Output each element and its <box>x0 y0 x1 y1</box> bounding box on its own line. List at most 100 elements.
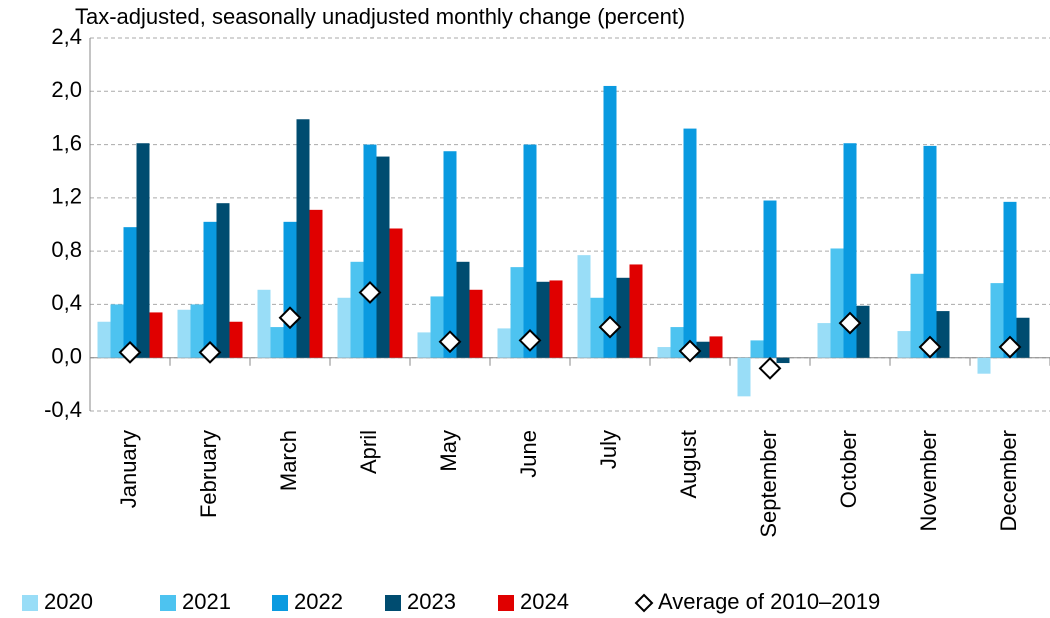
bar <box>1003 201 1017 358</box>
average-marker <box>518 328 542 352</box>
legend-label: 2020 <box>44 589 93 614</box>
bar <box>337 297 351 358</box>
legend-label: 2023 <box>407 589 456 614</box>
bar <box>430 296 444 358</box>
y-tick-label: 2,4 <box>51 24 82 49</box>
y-tick-label: 1,6 <box>51 130 82 155</box>
bar <box>229 321 243 358</box>
legend-swatch <box>498 595 514 611</box>
average-marker <box>678 339 702 363</box>
bar <box>136 143 150 358</box>
bar <box>510 267 524 358</box>
bar <box>923 145 937 358</box>
bar <box>977 357 991 374</box>
bar <box>283 221 297 358</box>
bar <box>469 289 483 358</box>
bar <box>776 357 790 364</box>
x-tick-label: December <box>996 430 1021 531</box>
bar <box>830 248 844 358</box>
x-tick-label: May <box>436 430 461 472</box>
x-tick-label: October <box>836 430 861 508</box>
bar <box>843 143 857 358</box>
average-marker <box>278 306 302 330</box>
bar <box>696 341 710 358</box>
bar <box>497 328 511 358</box>
x-tick-label: August <box>676 430 701 499</box>
bar <box>523 144 537 358</box>
bar <box>443 151 457 358</box>
bar <box>257 289 271 358</box>
y-tick-label: -0,4 <box>44 397 82 422</box>
y-tick-label: 1,2 <box>51 184 82 209</box>
bar <box>936 311 950 358</box>
legend-label: Average of 2010–2019 <box>658 589 880 614</box>
legend-marker <box>634 593 654 613</box>
bar <box>683 128 697 358</box>
bar <box>709 336 723 358</box>
legend-label: 2022 <box>294 589 343 614</box>
legend-swatch <box>272 595 288 611</box>
bar <box>309 209 323 358</box>
bar <box>910 273 924 358</box>
y-tick-label: 0,0 <box>51 344 82 369</box>
bar <box>363 144 377 358</box>
legend-label: 2021 <box>182 589 231 614</box>
y-tick-label: 0,4 <box>51 290 82 315</box>
bar <box>389 228 403 358</box>
bar <box>629 264 643 358</box>
bar <box>990 283 1004 358</box>
x-tick-label: September <box>756 430 781 538</box>
bar <box>110 304 124 358</box>
bar <box>123 227 137 358</box>
bar <box>577 255 591 358</box>
legend-swatch <box>160 595 176 611</box>
average-marker <box>998 335 1022 359</box>
x-tick-label: July <box>596 430 621 469</box>
average-marker <box>598 315 622 339</box>
average-marker <box>838 311 862 335</box>
bar <box>737 357 751 397</box>
bar <box>216 203 230 358</box>
bar <box>203 221 217 358</box>
x-tick-label: January <box>116 430 141 508</box>
average-marker <box>438 330 462 354</box>
bar <box>296 119 310 358</box>
legend-swatch <box>385 595 401 611</box>
bar <box>817 323 831 358</box>
bar <box>149 312 163 358</box>
x-tick-label: March <box>276 430 301 491</box>
bar <box>270 327 284 358</box>
x-tick-label: November <box>916 430 941 531</box>
bar <box>417 332 431 358</box>
x-tick-label: June <box>516 430 541 478</box>
bar <box>1016 317 1030 358</box>
chart-title: Tax-adjusted, seasonally unadjusted mont… <box>75 4 685 29</box>
bar <box>376 156 390 358</box>
legend-label: 2024 <box>520 589 569 614</box>
bar <box>763 200 777 358</box>
bar <box>897 331 911 358</box>
bar <box>856 305 870 358</box>
bar <box>190 304 204 358</box>
legend-swatch <box>22 595 38 611</box>
average-marker <box>758 356 782 380</box>
x-tick-label: February <box>196 430 221 518</box>
bar <box>177 309 191 358</box>
average-marker <box>198 340 222 364</box>
bar <box>536 281 550 358</box>
bar <box>616 277 630 358</box>
bar <box>350 261 364 358</box>
bar <box>590 297 604 358</box>
y-tick-label: 0,8 <box>51 237 82 262</box>
bar <box>603 85 617 358</box>
bar <box>549 280 563 358</box>
y-tick-label: 2,0 <box>51 77 82 102</box>
bar <box>657 347 671 358</box>
x-tick-label: April <box>356 430 381 474</box>
average-marker <box>918 335 942 359</box>
bar <box>456 261 470 358</box>
bar <box>97 321 111 358</box>
average-marker <box>358 281 382 304</box>
bar <box>750 340 764 358</box>
